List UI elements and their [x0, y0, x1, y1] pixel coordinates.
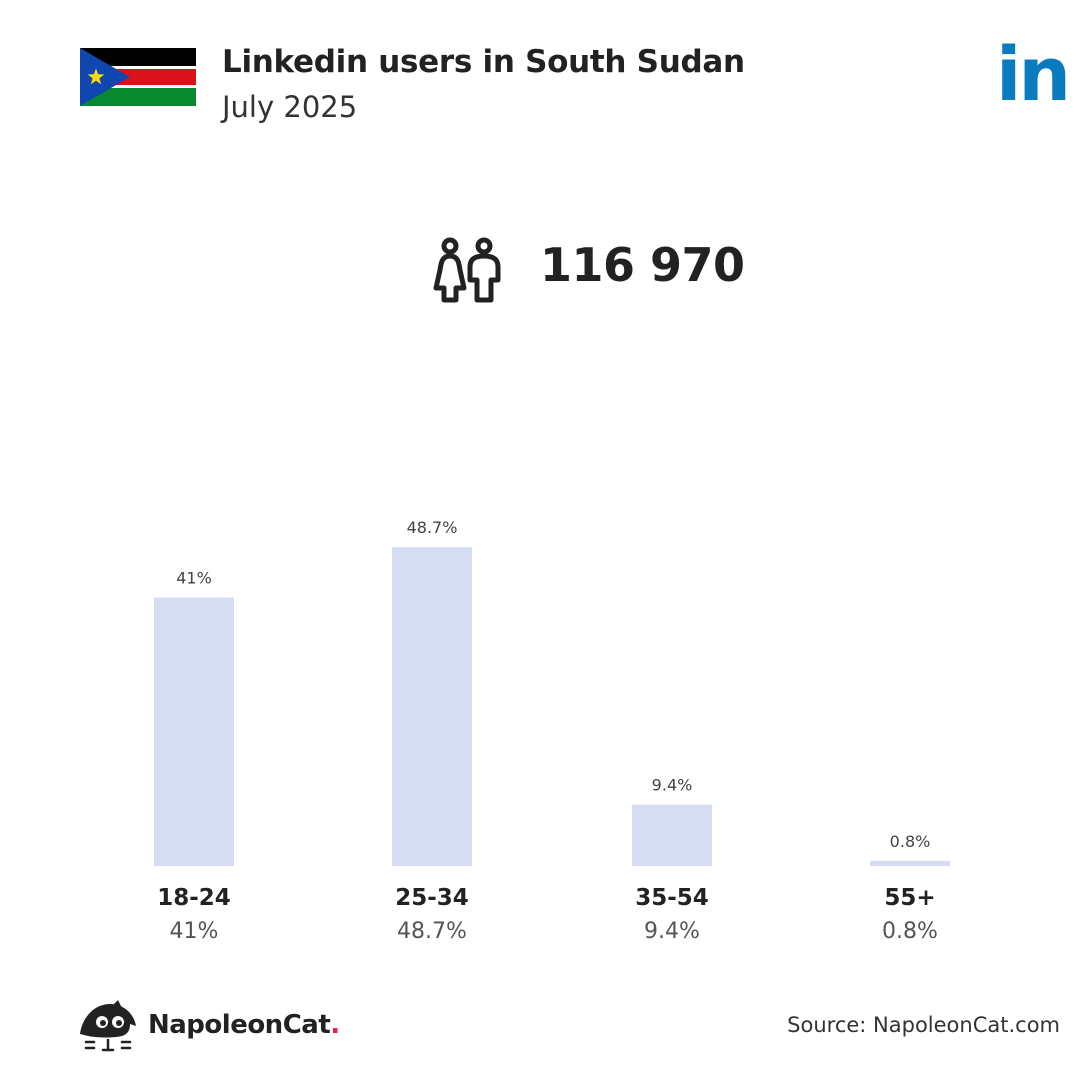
bar-value-label: 41%	[176, 569, 212, 588]
bar-55plus	[870, 860, 950, 866]
category-percent-label: 41%	[170, 919, 219, 944]
category-percent-label: 48.7%	[397, 919, 467, 944]
bar-value-label: 9.4%	[652, 775, 693, 794]
bar-25-34	[392, 547, 472, 866]
brand-name: NapoleonCat.	[148, 1010, 340, 1040]
age-distribution-chart: 41% 18-24 41% 48.7% 25-34 48.7% 9.4% 35-54 9.4% 0…	[154, 518, 950, 944]
category-label: 35-54	[635, 885, 709, 911]
bar-value-label: 48.7%	[407, 518, 458, 537]
linkedin-logo-icon: in	[996, 32, 1071, 118]
category-percent-label: 0.8%	[882, 919, 938, 944]
south-sudan-flag-icon	[80, 48, 196, 106]
page-subtitle: July 2025	[222, 90, 358, 124]
napoleoncat-logo-icon	[80, 1000, 136, 1052]
bar-35-54	[632, 804, 712, 866]
users-icon	[433, 237, 501, 303]
page-title: Linkedin users in South Sudan	[222, 44, 745, 80]
category-label: 25-34	[395, 885, 469, 911]
source-note: Source: NapoleonCat.com	[787, 1013, 1060, 1037]
category-percent-label: 9.4%	[644, 919, 700, 944]
category-label: 18-24	[157, 885, 231, 911]
bar-value-label: 0.8%	[890, 832, 931, 851]
category-label: 55+	[884, 885, 935, 911]
total-users-value: 116 970	[540, 238, 745, 292]
bar-18-24	[154, 597, 234, 866]
